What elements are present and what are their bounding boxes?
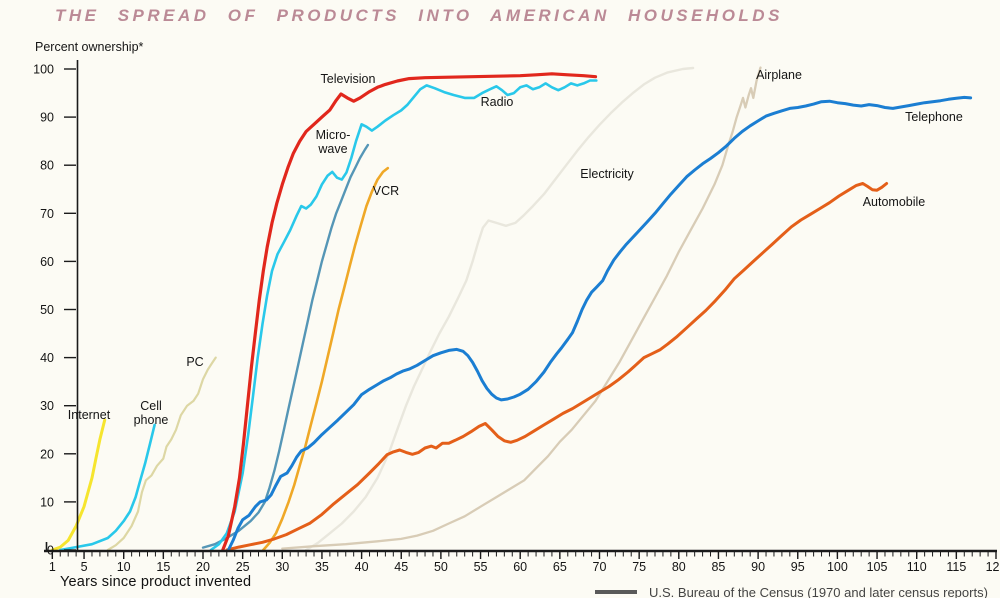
series-line-vcr [261, 166, 390, 552]
series-line-television [221, 72, 598, 552]
y-tick-label: 70 [40, 207, 54, 221]
x-tick-label: 115 [946, 560, 966, 574]
x-tick-label: 55 [474, 560, 488, 574]
x-tick-label: 85 [711, 560, 725, 574]
series-line-pc [106, 356, 217, 552]
y-tick-label: 0 [47, 544, 54, 558]
chart-title: THE SPREAD OF PRODUCTS INTO AMERICAN HOU… [55, 6, 783, 25]
y-tick-label: 60 [40, 255, 54, 269]
series-label-internet: Internet [68, 408, 111, 422]
x-tick-label: 110 [907, 560, 927, 574]
x-axis-title: Years since product invented [60, 574, 252, 590]
series-label-cellphone: phone [134, 413, 169, 427]
series-line-airplane [281, 66, 762, 550]
x-tick-label: 20 [196, 560, 210, 574]
y-tick-label: 50 [40, 303, 54, 317]
x-tick-label: 25 [236, 560, 250, 574]
x-tick-label: 5 [81, 560, 88, 574]
y-tick-label: 40 [40, 351, 54, 365]
y-tick-label: 90 [40, 111, 54, 125]
series-line-radio [209, 79, 598, 552]
series-label-telephone: Telephone [905, 110, 963, 124]
source-note: U.S. Bureau of the Census (1970 and late… [595, 585, 988, 598]
x-tick-label: 100 [827, 560, 848, 574]
series-label-automobile: Automobile [863, 195, 926, 209]
series-label-airplane: Airplane [756, 68, 802, 82]
series-label-television: Television [321, 72, 376, 86]
x-tick-label: 10 [117, 560, 131, 574]
series-label-microwave: Micro- [316, 128, 351, 142]
x-tick-label: 95 [791, 560, 805, 574]
series-line-electricity [304, 66, 695, 552]
x-tick-label: 65 [553, 560, 567, 574]
x-tick-label: 35 [315, 560, 329, 574]
x-tick-label: 75 [632, 560, 646, 574]
x-tick-label: 50 [434, 560, 448, 574]
series-line-automobile [225, 182, 889, 552]
x-tick-label: 105 [867, 560, 888, 574]
series-label-electricity: Electricity [580, 167, 634, 181]
footer-rule [595, 590, 637, 594]
x-tick-label: 120 [986, 560, 1000, 574]
y-tick-label: 20 [40, 447, 54, 461]
series-line-telephone [226, 95, 973, 552]
x-tick-label: 1 [49, 560, 56, 574]
x-tick-label: 40 [355, 560, 369, 574]
x-tick-label: 90 [751, 560, 765, 574]
x-tick-label: 45 [394, 560, 408, 574]
series-label-pc: PC [186, 355, 203, 369]
x-tick-label: 80 [672, 560, 686, 574]
series-line-cellphone [58, 423, 156, 552]
y-axis-title: Percent ownership* [35, 40, 144, 54]
x-tick-label: 60 [513, 560, 527, 574]
y-tick-label: 80 [40, 159, 54, 173]
x-tick-label: 15 [156, 560, 170, 574]
series-label-microwave: wave [317, 142, 347, 156]
series-line-internet [50, 418, 107, 552]
x-tick-label: 70 [593, 560, 607, 574]
series-line-microwave [201, 143, 370, 549]
x-tick-label: 30 [275, 560, 289, 574]
y-tick-label: 30 [40, 399, 54, 413]
series-label-radio: Radio [481, 95, 514, 109]
y-tick-label: 100 [33, 63, 54, 77]
source-text: U.S. Bureau of the Census (1970 and late… [649, 585, 988, 598]
series-label-cellphone: Cell [140, 399, 162, 413]
series-label-vcr: VCR [373, 184, 399, 198]
y-tick-label: 10 [40, 495, 54, 509]
